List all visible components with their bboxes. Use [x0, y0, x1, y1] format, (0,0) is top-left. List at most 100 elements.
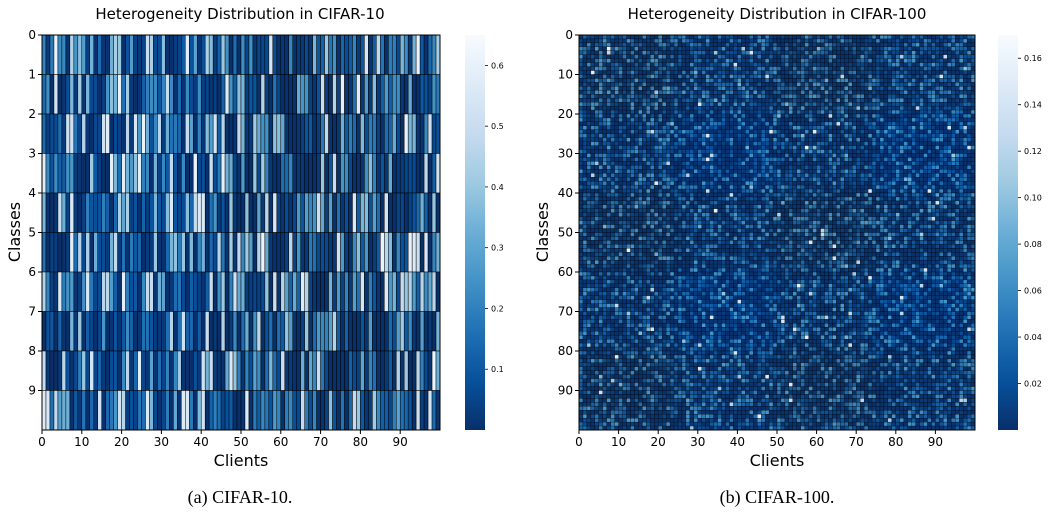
heatmap-cell	[761, 141, 766, 146]
heatmap-cell	[717, 94, 722, 99]
heatmap-cell	[883, 94, 889, 99]
heatmap-cell	[828, 161, 833, 166]
heatmap-cell	[642, 62, 647, 67]
heatmap-cell	[887, 86, 893, 91]
heatmap-cell	[959, 74, 964, 79]
heatmap-cell	[642, 149, 647, 154]
heatmap-cell	[181, 74, 186, 115]
heatmap-cell	[602, 74, 607, 79]
heatmap-cell	[784, 78, 790, 83]
heatmap-cell	[650, 54, 655, 59]
heatmap-cell	[753, 145, 758, 150]
heatmap-cell	[764, 105, 770, 111]
heatmap-cell	[768, 58, 774, 63]
heatmap-cell	[360, 113, 365, 154]
heatmap-cell	[725, 180, 730, 186]
heatmap-cell	[598, 46, 603, 51]
heatmap-cell	[860, 105, 865, 111]
heatmap-cell	[614, 90, 619, 95]
heatmap-cell	[927, 117, 932, 123]
heatmap-cell	[745, 66, 750, 71]
heatmap-cell	[848, 58, 853, 63]
heatmap-cell	[899, 109, 904, 115]
heatmap-cell	[764, 153, 770, 158]
heatmap-cell	[709, 90, 714, 95]
heatmap-cell	[220, 390, 226, 431]
heatmap-cell	[733, 121, 738, 127]
heatmap-cell	[856, 94, 861, 99]
heatmap-cell	[768, 54, 774, 59]
heatmap-cell	[915, 113, 920, 119]
heatmap-cell	[741, 94, 746, 99]
heatmap-cell	[109, 390, 114, 431]
heatmap-cell	[646, 86, 651, 91]
heatmap-cell	[717, 117, 722, 123]
heatmap-cell	[578, 38, 584, 44]
heatmap-cell	[800, 149, 805, 154]
heatmap-cell	[895, 42, 900, 48]
heatmap-cell	[669, 165, 675, 170]
heatmap-cell	[332, 74, 337, 115]
heatmap-cell	[895, 98, 900, 103]
heatmap-cell	[622, 141, 627, 146]
heatmap-cell	[348, 153, 353, 194]
heatmap-cell	[149, 232, 154, 273]
heatmap-cell	[852, 66, 857, 71]
heatmap-cell	[69, 390, 75, 431]
heatmap-cell	[737, 173, 742, 178]
heatmap-cell	[673, 58, 679, 63]
heatmap-cell	[832, 137, 837, 142]
heatmap-cell	[749, 42, 754, 48]
heatmap-cell	[749, 169, 754, 174]
heatmap-cell	[883, 86, 889, 91]
heatmap-cell	[871, 133, 877, 138]
heatmap-cell	[169, 113, 174, 154]
heatmap-cell	[403, 192, 409, 233]
heatmap-cell	[804, 82, 809, 87]
heatmap-cell	[669, 46, 675, 51]
heatmap-cell	[582, 177, 588, 182]
heatmap-cell	[761, 70, 766, 75]
heatmap-cell	[701, 109, 706, 115]
heatmap-cell	[697, 105, 702, 111]
heatmap-cell	[852, 42, 857, 48]
heatmap-cell	[962, 169, 968, 174]
heatmap-cell	[240, 192, 246, 233]
heatmap-cell	[749, 109, 754, 115]
heatmap-cell	[161, 153, 166, 194]
heatmap-cell	[626, 177, 631, 182]
heatmap-cell	[863, 90, 869, 95]
heatmap-cell	[586, 50, 592, 55]
heatmap-cell	[618, 54, 623, 59]
heatmap-cell	[598, 161, 603, 166]
heatmap-cell	[368, 113, 373, 154]
heatmap-cell	[923, 38, 928, 44]
heatmap-cell	[867, 180, 873, 186]
heatmap-cell	[887, 109, 893, 115]
heatmap-cell	[586, 102, 592, 107]
heatmap-cell	[578, 137, 584, 142]
heatmap-cell	[745, 62, 750, 67]
heatmap-cell	[689, 121, 695, 127]
heatmap-cell	[196, 271, 202, 312]
heatmap-cell	[665, 109, 671, 115]
heatmap-cell	[927, 105, 932, 111]
heatmap-cell	[594, 105, 600, 111]
heatmap-cell	[665, 94, 671, 99]
heatmap-cell	[776, 121, 782, 127]
heatmap-cell	[276, 350, 282, 391]
heatmap-cell	[875, 78, 881, 83]
heatmap-cell	[93, 192, 99, 233]
heatmap-cell	[705, 34, 710, 40]
heatmap-cell	[705, 117, 710, 123]
heatmap-cell	[642, 86, 647, 91]
heatmap-cell	[320, 271, 325, 312]
heatmap-cell	[53, 192, 59, 233]
heatmap-cell	[721, 90, 726, 95]
heatmap-cell	[737, 105, 742, 111]
heatmap-cell	[717, 157, 722, 162]
heatmap-cell	[733, 137, 738, 142]
heatmap-cell	[618, 161, 623, 166]
heatmap-cell	[848, 50, 853, 55]
heatmap-cell	[899, 113, 904, 119]
